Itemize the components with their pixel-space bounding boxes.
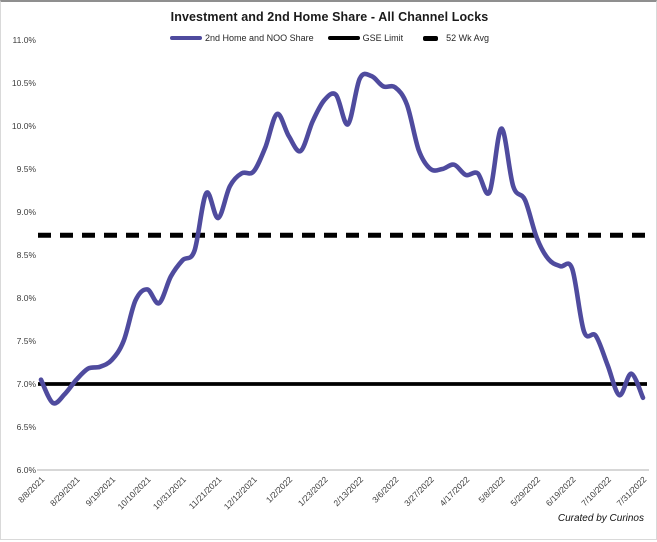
legend-dash-swatch xyxy=(417,35,443,41)
x-tick-label: 9/19/2021 xyxy=(83,474,117,508)
x-tick-label: 8/29/2021 xyxy=(48,474,82,508)
y-tick-label: 10.5% xyxy=(12,78,37,88)
x-tick-label: 10/31/2021 xyxy=(151,474,188,511)
x-tick-label: 8/8/2021 xyxy=(16,474,47,505)
x-tick-label: 5/29/2022 xyxy=(508,474,542,508)
y-tick-label: 9.5% xyxy=(17,164,37,174)
noo-share-series-line xyxy=(38,71,646,406)
x-tick-label: 2/13/2022 xyxy=(331,474,365,508)
y-tick-label: 10.0% xyxy=(12,121,37,131)
x-tick-label: 5/8/2022 xyxy=(476,474,507,505)
y-tick-label: 6.0% xyxy=(17,465,37,475)
y-tick-label: 7.0% xyxy=(17,379,37,389)
legend-label: GSE Limit xyxy=(362,33,404,43)
legend-line-swatch-black xyxy=(327,36,360,40)
y-axis-tick-labels: 6.0% 6.5% 7.0% 7.5% 8.0% 8.5% 9.0% 9.5% 10.0% 10.… xyxy=(12,35,37,475)
legend-label: 2nd Home and NOO Share xyxy=(205,33,314,43)
legend-line-swatch-purple xyxy=(170,36,203,40)
x-tick-label: 6/19/2022 xyxy=(544,474,578,508)
x-tick-label: 1/2/2022 xyxy=(264,474,295,505)
x-tick-label: 7/31/2022 xyxy=(615,474,649,508)
x-tick-label: 10/10/2021 xyxy=(115,474,152,511)
credit-text: Curated by Curinos xyxy=(557,513,644,524)
x-tick-label: 3/27/2022 xyxy=(402,474,436,508)
chart-legend: 2nd Home and NOO Share GSE Limit 52 Wk A… xyxy=(1,33,657,43)
legend-label: 52 Wk Avg xyxy=(446,33,489,43)
x-axis-tick-labels: 8/8/2021 8/29/2021 9/19/202110/10/202110/3… xyxy=(16,474,649,511)
y-tick-label: 8.5% xyxy=(17,250,37,260)
x-tick-label: 1/23/2022 xyxy=(296,474,330,508)
chart-title: Investment and 2nd Home Share - All Chan… xyxy=(170,10,489,24)
x-tick-label: 11/21/2021 xyxy=(187,474,224,511)
legend-item-gse-limit: GSE Limit xyxy=(327,33,404,43)
x-tick-label: 3/6/2022 xyxy=(370,474,401,505)
y-tick-label: 8.0% xyxy=(17,293,37,303)
legend-item-2nd-home-noo-share: 2nd Home and NOO Share xyxy=(170,33,314,43)
x-tick-label: 12/12/2021 xyxy=(222,474,259,511)
y-tick-label: 7.5% xyxy=(17,336,37,346)
y-tick-label: 11.0% xyxy=(13,35,37,45)
x-tick-label: 4/17/2022 xyxy=(438,474,472,508)
legend-item-52wk-avg: 52 Wk Avg xyxy=(417,33,489,43)
x-tick-label: 7/10/2022 xyxy=(579,474,613,508)
y-tick-label: 6.5% xyxy=(17,422,37,432)
y-tick-label: 9.0% xyxy=(17,207,37,217)
